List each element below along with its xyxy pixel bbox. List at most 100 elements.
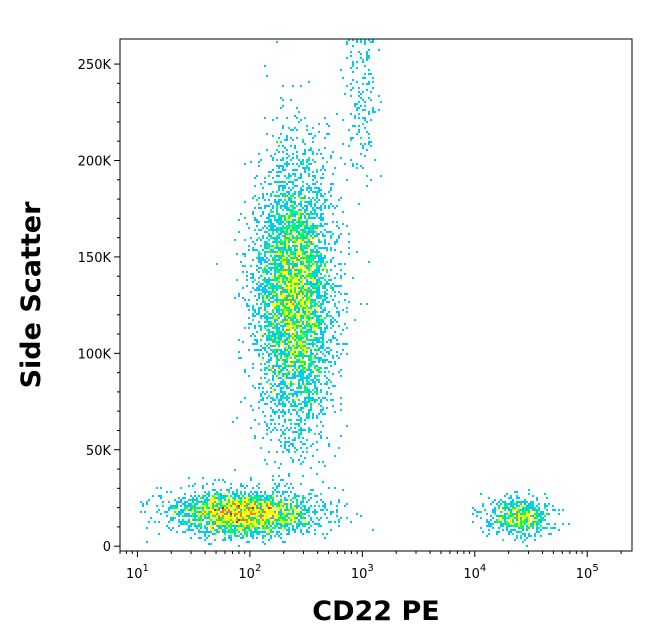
density-point: [264, 65, 266, 67]
density-point: [518, 517, 520, 519]
density-point: [316, 501, 318, 503]
density-point: [142, 505, 144, 507]
density-point: [276, 331, 278, 333]
density-point: [318, 337, 320, 339]
density-point: [262, 235, 264, 237]
density-point: [234, 535, 236, 537]
density-point: [310, 519, 312, 521]
density-point: [332, 325, 334, 327]
density-point: [200, 507, 202, 509]
density-point: [324, 309, 326, 311]
density-point: [528, 533, 530, 535]
density-point: [378, 49, 380, 51]
density-point: [288, 393, 290, 395]
density-point: [282, 249, 284, 251]
x-tick-label-exponent: 1: [143, 563, 149, 574]
density-point: [326, 289, 328, 291]
density-point: [320, 311, 322, 313]
density-point: [292, 261, 294, 263]
density-point: [278, 175, 280, 177]
density-point: [316, 231, 318, 233]
density-point: [234, 495, 236, 497]
density-point: [510, 509, 512, 511]
density-point: [300, 407, 302, 409]
density-point: [270, 313, 272, 315]
density-point: [276, 265, 278, 267]
density-point: [540, 519, 542, 521]
density-point: [260, 229, 262, 231]
density-point: [330, 259, 332, 261]
density-point: [240, 523, 242, 525]
plot-frame: [119, 38, 633, 552]
density-point: [278, 507, 280, 509]
density-point: [304, 239, 306, 241]
density-point: [280, 207, 282, 209]
density-point: [272, 365, 274, 367]
density-point: [542, 527, 544, 529]
density-point: [286, 323, 288, 325]
density-point: [534, 533, 536, 535]
density-point: [306, 381, 308, 383]
density-point: [248, 503, 250, 505]
density-point: [280, 339, 282, 341]
density-point: [252, 319, 254, 321]
density-point: [300, 301, 302, 303]
y-axis-title: Side Scatter: [16, 201, 47, 389]
density-point: [302, 249, 304, 251]
density-point: [544, 515, 546, 517]
density-point: [310, 369, 312, 371]
density-point: [326, 367, 328, 369]
density-point: [316, 523, 318, 525]
density-point: [316, 181, 318, 183]
density-point: [258, 285, 260, 287]
density-point: [300, 245, 302, 247]
density-point: [282, 169, 284, 171]
density-point: [316, 357, 318, 359]
density-point: [312, 127, 314, 129]
density-point: [282, 99, 284, 101]
density-point: [510, 525, 512, 527]
density-point: [302, 257, 304, 259]
density-point: [244, 513, 246, 515]
density-point: [312, 137, 314, 139]
density-point: [278, 403, 280, 405]
density-point: [526, 527, 528, 529]
density-point: [310, 299, 312, 301]
density-point: [248, 299, 250, 301]
density-point: [250, 515, 252, 517]
density-point: [304, 227, 306, 229]
density-point: [504, 503, 506, 505]
density-point: [172, 517, 174, 519]
density-point: [492, 527, 494, 529]
density-point: [278, 301, 280, 303]
density-point: [274, 341, 276, 343]
density-point: [248, 511, 250, 513]
density-point: [348, 145, 350, 147]
density-point: [300, 315, 302, 317]
density-point: [272, 527, 274, 529]
density-point: [218, 509, 220, 511]
density-point: [488, 521, 490, 523]
density-point: [296, 413, 298, 415]
density-point: [306, 227, 308, 229]
density-point: [246, 509, 248, 511]
density-point: [258, 281, 260, 283]
density-point: [324, 239, 326, 241]
density-point: [330, 291, 332, 293]
density-point: [298, 433, 300, 435]
density-point: [274, 261, 276, 263]
density-point: [184, 505, 186, 507]
density-point: [238, 219, 240, 221]
density-point: [316, 197, 318, 199]
density-point: [308, 347, 310, 349]
density-point: [282, 241, 284, 243]
density-point: [320, 273, 322, 275]
density-point: [310, 339, 312, 341]
density-point: [328, 487, 330, 489]
density-point: [294, 321, 296, 323]
density-point: [302, 235, 304, 237]
density-point: [298, 521, 300, 523]
density-point: [322, 319, 324, 321]
density-point: [318, 295, 320, 297]
density-point: [300, 201, 302, 203]
